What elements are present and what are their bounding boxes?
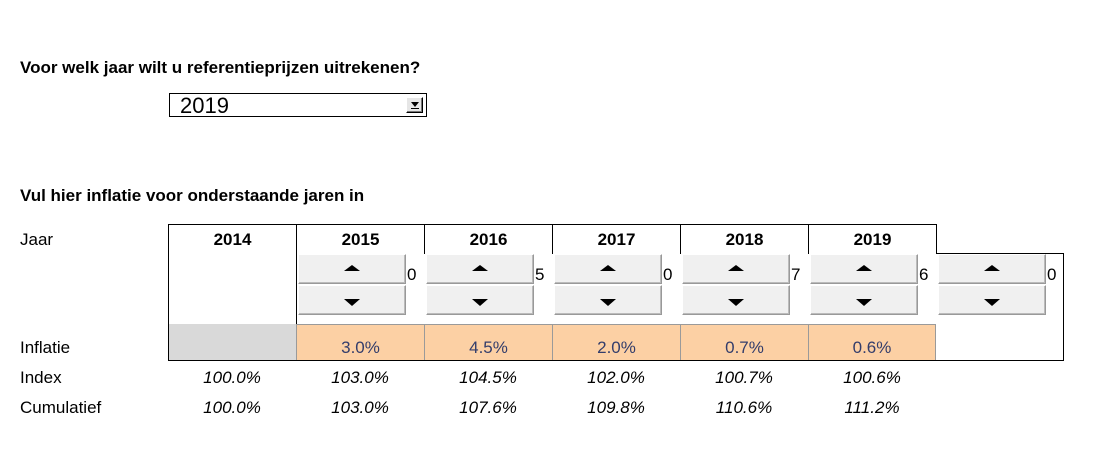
arrow-down-icon bbox=[728, 299, 744, 306]
spin-up-button[interactable] bbox=[938, 254, 1046, 284]
spin-up-button[interactable] bbox=[298, 254, 406, 284]
row-label-inflatie: Inflatie bbox=[20, 338, 71, 357]
year-header-2017: 2017 bbox=[552, 224, 681, 254]
year-dropdown-value: 2019 bbox=[180, 93, 229, 118]
arrow-up-icon bbox=[728, 265, 744, 271]
arrow-up-icon bbox=[344, 265, 360, 271]
arrow-down-icon bbox=[984, 299, 1000, 306]
index-cell-2014: 100.0% bbox=[203, 368, 261, 387]
index-cell-2017: 102.0% bbox=[587, 368, 645, 387]
inflation-heading: Vul hier inflatie voor onderstaande jare… bbox=[20, 186, 365, 205]
spinner-value: 6 bbox=[919, 265, 929, 284]
spin-down-button[interactable] bbox=[426, 285, 534, 315]
year-question: Voor welk jaar wilt u referentieprijzen … bbox=[20, 58, 421, 77]
inflatie-cell-2019[interactable]: 0.6% bbox=[808, 324, 936, 360]
arrow-up-icon bbox=[984, 265, 1000, 271]
spin-up-button[interactable] bbox=[810, 254, 918, 284]
index-cell-2019: 100.6% bbox=[843, 368, 901, 387]
cumulatief-cell-2019: 111.2% bbox=[844, 398, 900, 417]
index-cell-2016: 104.5% bbox=[459, 368, 517, 387]
spin-down-button[interactable] bbox=[938, 285, 1046, 315]
spinner-value: 0 bbox=[1047, 265, 1057, 284]
spin-down-button[interactable] bbox=[554, 285, 662, 315]
arrow-down-icon bbox=[600, 299, 616, 306]
year-header-2019: 2019 bbox=[808, 224, 937, 254]
arrow-up-icon bbox=[600, 265, 616, 271]
cumulatief-cell-2016: 107.6% bbox=[459, 398, 517, 417]
arrow-up-icon bbox=[856, 265, 872, 271]
inflatie-cell-2014 bbox=[169, 324, 296, 360]
year-header-2016: 2016 bbox=[424, 224, 553, 254]
cumulatief-cell-2017: 109.8% bbox=[587, 398, 645, 417]
arrow-up-icon bbox=[472, 265, 488, 271]
spin-down-button[interactable] bbox=[682, 285, 790, 315]
spin-down-button[interactable] bbox=[810, 285, 918, 315]
inflatie-cell-2016[interactable]: 4.5% bbox=[424, 324, 552, 360]
spin-up-button[interactable] bbox=[554, 254, 662, 284]
spinner-value: 0 bbox=[663, 265, 673, 284]
spin-up-button[interactable] bbox=[682, 254, 790, 284]
year-header-2018: 2018 bbox=[680, 224, 809, 254]
year-header-2014: 2014 bbox=[168, 224, 297, 254]
arrow-down-icon bbox=[344, 299, 360, 306]
arrow-down-icon bbox=[856, 299, 872, 306]
inflatie-cell-2017[interactable]: 2.0% bbox=[552, 324, 680, 360]
spinner-value: 0 bbox=[407, 265, 417, 284]
cumulatief-cell-2014: 100.0% bbox=[203, 398, 261, 417]
row-label-cumulatief: Cumulatief bbox=[20, 398, 102, 417]
year-header-2015: 2015 bbox=[296, 224, 425, 254]
year-dropdown[interactable]: 2019 bbox=[169, 93, 427, 118]
index-cell-2018: 100.7% bbox=[715, 368, 773, 387]
column-divider bbox=[296, 253, 297, 325]
spin-up-button[interactable] bbox=[426, 254, 534, 284]
spinner-value: 5 bbox=[535, 265, 545, 284]
arrow-down-icon bbox=[472, 299, 488, 306]
row-label-jaar: Jaar bbox=[20, 230, 54, 249]
cumulatief-cell-2018: 110.6% bbox=[715, 398, 773, 417]
index-cell-2015: 103.0% bbox=[331, 368, 389, 387]
inflatie-cell-2018[interactable]: 0.7% bbox=[680, 324, 808, 360]
cumulatief-cell-2015: 103.0% bbox=[331, 398, 389, 417]
dropdown-arrow-icon[interactable] bbox=[406, 97, 423, 113]
inflatie-cell-2015[interactable]: 3.0% bbox=[296, 324, 424, 360]
spin-down-button[interactable] bbox=[298, 285, 406, 315]
row-label-index: Index bbox=[20, 368, 62, 387]
spinner-value: 7 bbox=[791, 265, 801, 284]
